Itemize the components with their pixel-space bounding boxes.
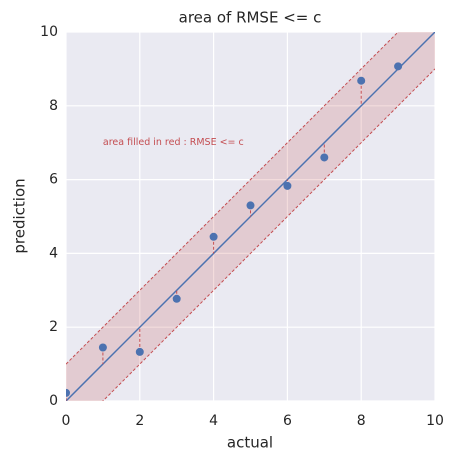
x-tick-label: 6 <box>283 413 292 429</box>
band-edge <box>102 68 435 401</box>
y-tick-label: 4 <box>49 245 58 261</box>
data-point <box>357 76 366 85</box>
data-point <box>98 343 107 352</box>
labels: 0 2 4 6 8 10 0 2 4 6 8 10 area filled in red : RMSE … <box>40 24 444 429</box>
data-point <box>283 181 292 190</box>
x-tick-label: 2 <box>135 413 144 429</box>
x-tick-label: 0 <box>62 413 71 429</box>
y-axis-label: prediction <box>11 178 29 253</box>
data-point <box>172 294 181 303</box>
data-point <box>394 62 403 71</box>
x-tick-label: 10 <box>426 413 444 429</box>
x-tick-label: 8 <box>357 413 366 429</box>
y-tick-label: 2 <box>49 319 58 335</box>
data-point <box>66 388 70 397</box>
data-point <box>209 232 218 241</box>
data-point <box>320 153 329 162</box>
x-axis-label: actual <box>227 434 273 452</box>
y-tick-label: 6 <box>49 172 58 188</box>
data-point <box>246 201 255 210</box>
annotation: area filled in red : RMSE <= c <box>103 137 244 148</box>
band-edge <box>66 32 399 365</box>
plot-area <box>66 32 435 401</box>
x-tick-label: 4 <box>209 413 218 429</box>
data-point <box>135 347 144 356</box>
chart-title: area of RMSE <= c <box>179 9 322 27</box>
y-tick-label: 8 <box>49 98 58 114</box>
y-tick-label: 0 <box>49 393 58 409</box>
y-tick-label: 10 <box>40 24 58 40</box>
